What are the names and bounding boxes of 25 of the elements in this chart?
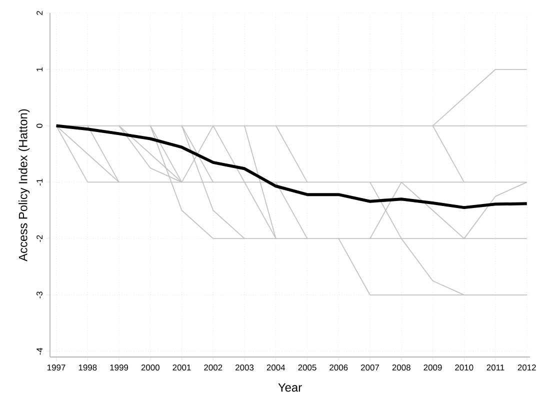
- x-tick-label: 1999: [110, 364, 128, 371]
- x-tick-label: 2010: [455, 364, 474, 371]
- y-tick-label: 2: [36, 11, 42, 15]
- y-tick-label: -1: [36, 178, 42, 186]
- x-tick-label: 2008: [392, 364, 410, 371]
- y-tick-label: -2: [36, 235, 42, 242]
- x-axis-title: Year: [278, 383, 302, 392]
- x-tick-label: 1997: [48, 364, 66, 371]
- x-tick-label: 2004: [266, 364, 286, 371]
- x-tick-label: 2007: [361, 364, 379, 371]
- y-tick-label: 1: [36, 67, 42, 72]
- x-tick-label: 2006: [330, 364, 348, 371]
- x-tick-label: 1998: [78, 364, 97, 371]
- y-tick-label: -4: [36, 348, 42, 355]
- x-tick-label: 2001: [172, 364, 191, 371]
- y-tick-label: 0: [36, 124, 42, 128]
- y-axis-title: Access Policy Index (Hatton): [18, 109, 30, 262]
- x-tick-label: 2003: [236, 364, 254, 371]
- x-tick-label: 2000: [141, 364, 160, 371]
- x-tick-label: 2002: [204, 364, 222, 371]
- x-tick-label: 2009: [424, 364, 442, 371]
- x-tick-label: 2005: [298, 364, 316, 371]
- y-tick-label: -3: [36, 292, 42, 298]
- x-tick-label: 2011: [486, 364, 504, 371]
- x-tick-label: 2012: [518, 364, 536, 371]
